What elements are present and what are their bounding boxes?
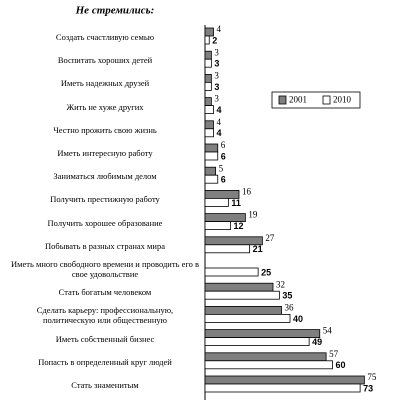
value-label: 6	[221, 151, 226, 161]
chart-title: Не стремились:	[75, 5, 155, 17]
bar	[204, 174, 219, 184]
bar	[204, 352, 327, 362]
bar	[204, 383, 361, 393]
value-label: 36	[285, 302, 295, 312]
category-label: Жить не хуже других	[66, 101, 144, 112]
value-label: 4	[217, 105, 222, 115]
legend-swatch	[278, 95, 287, 105]
legend-box	[271, 91, 361, 109]
category-label: Побывать в разных странах мира	[44, 240, 165, 251]
value-label: 60	[336, 360, 346, 370]
bar	[204, 128, 214, 138]
bar	[204, 221, 231, 231]
value-label: 49	[312, 337, 322, 347]
bar	[204, 290, 280, 300]
bar	[204, 337, 310, 347]
bar	[204, 58, 212, 68]
value-label: 16	[242, 186, 252, 196]
value-label: 27	[265, 233, 275, 243]
bar	[204, 282, 274, 292]
legend-label: 2001	[289, 95, 307, 105]
bar	[204, 244, 251, 254]
legend-swatch	[322, 95, 331, 105]
value-label: 75	[367, 372, 377, 382]
bar	[204, 329, 321, 339]
category-label: Иметь много свободного времени и проводи…	[10, 259, 200, 279]
category-label: Иметь интересную работу	[57, 148, 153, 158]
value-label: 3	[214, 59, 219, 69]
bar	[204, 375, 365, 385]
bar	[204, 313, 291, 323]
value-label: 6	[221, 140, 226, 150]
category-label: Создать счастливую семью	[55, 32, 155, 42]
value-label: 4	[217, 24, 222, 34]
category-label: Воспитать хороших детей	[57, 55, 153, 66]
value-label: 12	[234, 221, 244, 231]
value-label: 57	[329, 349, 339, 359]
value-label: 25	[261, 267, 271, 277]
value-label: 11	[231, 198, 241, 208]
category-label: Получить престижную работу	[50, 194, 160, 205]
value-label: 32	[276, 279, 285, 289]
value-label: 54	[323, 326, 333, 336]
value-label: 5	[219, 163, 224, 173]
bar	[204, 105, 214, 114]
value-label: 4	[217, 128, 222, 138]
value-label: 40	[293, 314, 303, 324]
value-label: 2	[212, 35, 217, 45]
bar	[204, 197, 229, 207]
value-label: 3	[214, 70, 219, 80]
category-label: Сделать карьеру: профессиональную, полит…	[36, 305, 174, 326]
value-label: 35	[282, 291, 292, 301]
value-label: 73	[363, 383, 373, 393]
value-label: 3	[214, 47, 219, 57]
value-label: 6	[221, 175, 226, 185]
value-label: 3	[214, 82, 219, 92]
category-label: Стать богатым человеком	[58, 287, 152, 298]
value-label: 21	[253, 244, 263, 254]
category-label: Получить хорошее образование	[47, 217, 163, 228]
bar	[204, 35, 210, 45]
bar	[204, 305, 282, 315]
bar	[204, 360, 333, 370]
bar	[204, 267, 259, 277]
bar	[204, 151, 219, 161]
category-label: Иметь надежных друзей	[60, 78, 150, 89]
value-label: 3	[214, 94, 219, 104]
category-label: Попасть в определенный круг людей	[38, 356, 172, 367]
category-label: Честно прожить свою жизнь	[53, 124, 157, 135]
value-label: 4	[217, 117, 222, 127]
category-label: Стать знаменитым	[71, 380, 139, 390]
bar	[204, 82, 212, 91]
category-label: Иметь собственный бизнес	[55, 333, 155, 344]
category-label: Заниматься любимым делом	[53, 171, 157, 182]
value-label: 19	[248, 210, 258, 220]
legend-label: 2010	[333, 95, 352, 105]
